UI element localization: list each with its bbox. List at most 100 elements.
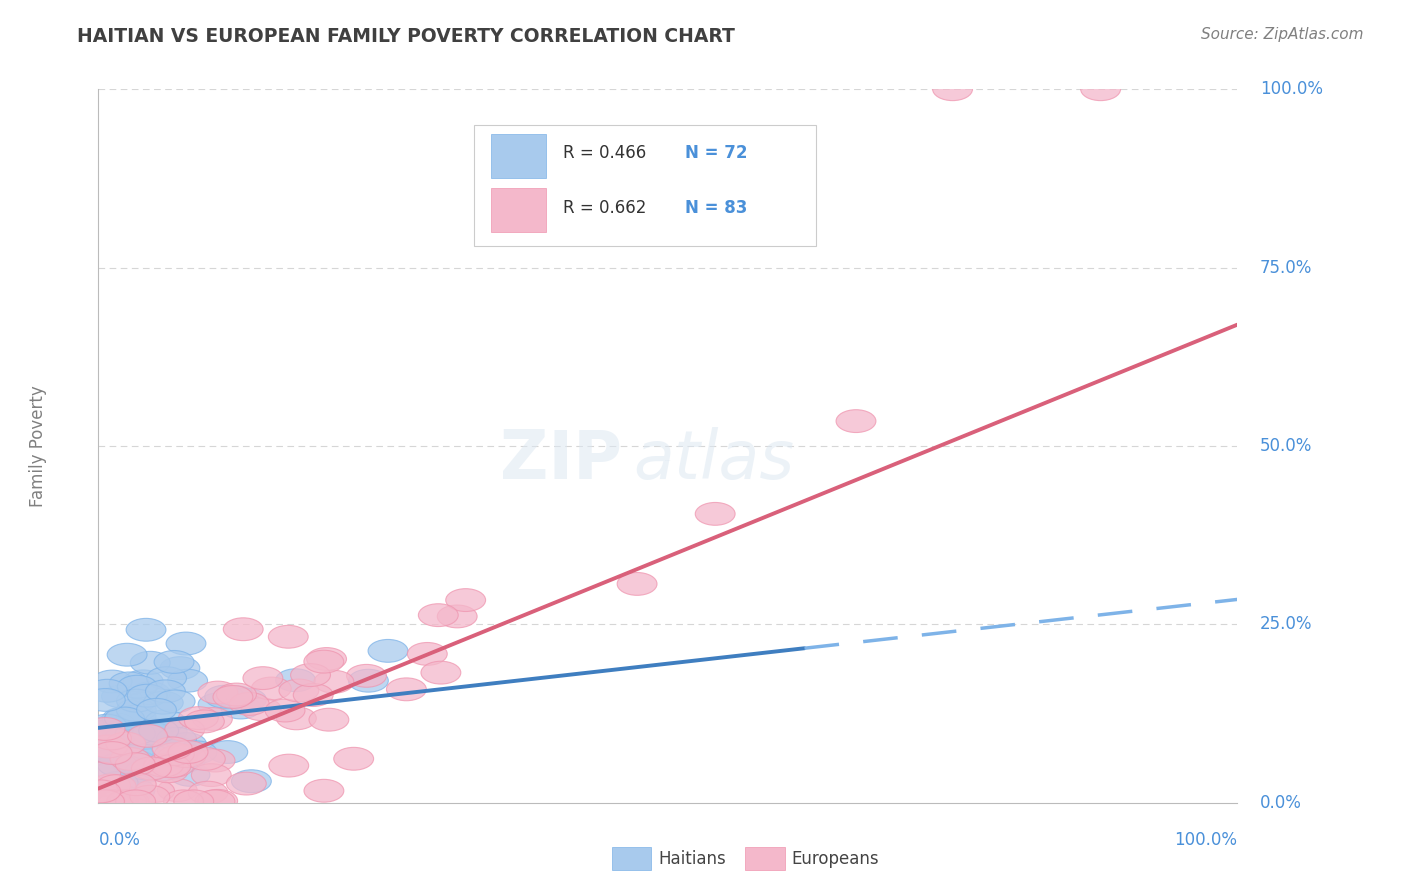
Ellipse shape [90,774,131,797]
Ellipse shape [83,721,122,743]
Ellipse shape [104,727,143,750]
Ellipse shape [186,747,225,771]
Ellipse shape [86,717,125,740]
Text: Family Poverty: Family Poverty [30,385,48,507]
Ellipse shape [103,707,142,731]
Text: HAITIAN VS EUROPEAN FAMILY POVERTY CORRELATION CHART: HAITIAN VS EUROPEAN FAMILY POVERTY CORRE… [77,27,735,45]
Ellipse shape [83,785,122,808]
Text: atlas: atlas [634,427,794,493]
Ellipse shape [179,706,218,730]
Ellipse shape [166,745,205,767]
Ellipse shape [115,790,156,813]
Ellipse shape [278,679,319,702]
Ellipse shape [156,727,197,750]
Ellipse shape [91,727,131,750]
FancyBboxPatch shape [491,134,546,178]
Ellipse shape [166,632,205,655]
Ellipse shape [112,742,153,765]
Ellipse shape [110,747,150,771]
Ellipse shape [166,732,207,756]
Ellipse shape [195,790,235,813]
Ellipse shape [309,708,349,731]
Ellipse shape [157,745,198,768]
Ellipse shape [145,680,186,703]
Ellipse shape [148,720,187,743]
Ellipse shape [217,683,256,706]
Ellipse shape [177,741,217,764]
Ellipse shape [96,713,136,736]
Ellipse shape [167,669,208,692]
Text: N = 83: N = 83 [685,200,748,218]
Ellipse shape [132,757,172,780]
Ellipse shape [291,664,330,687]
Ellipse shape [155,690,195,713]
Ellipse shape [155,650,194,673]
Ellipse shape [117,690,156,712]
Ellipse shape [124,727,163,749]
Ellipse shape [115,753,155,776]
Ellipse shape [163,790,204,813]
Text: 0.0%: 0.0% [98,831,141,849]
Ellipse shape [131,651,170,674]
Ellipse shape [191,764,231,787]
Ellipse shape [80,780,121,803]
Ellipse shape [134,719,173,741]
Ellipse shape [252,677,291,700]
Ellipse shape [90,789,129,811]
Ellipse shape [93,790,134,813]
Ellipse shape [226,772,266,795]
Ellipse shape [195,749,235,772]
Ellipse shape [368,640,408,662]
Ellipse shape [229,692,269,715]
Ellipse shape [145,710,186,732]
Ellipse shape [98,772,138,795]
Ellipse shape [86,728,125,750]
Ellipse shape [174,790,214,813]
Ellipse shape [84,790,124,813]
Ellipse shape [242,698,281,721]
Text: 75.0%: 75.0% [1260,259,1312,277]
Ellipse shape [617,573,657,595]
Ellipse shape [105,707,145,731]
Ellipse shape [193,707,232,731]
Ellipse shape [932,78,973,101]
Ellipse shape [110,672,149,695]
Ellipse shape [93,670,132,693]
Text: R = 0.466: R = 0.466 [562,145,647,162]
Ellipse shape [96,790,136,813]
Ellipse shape [87,714,127,737]
Text: R = 0.662: R = 0.662 [562,200,647,218]
Ellipse shape [157,779,197,802]
Ellipse shape [420,661,461,684]
Ellipse shape [101,685,142,708]
Ellipse shape [142,758,181,781]
Text: Haitians: Haitians [658,850,725,868]
Ellipse shape [188,781,228,804]
Ellipse shape [446,589,485,612]
Ellipse shape [131,681,170,705]
Ellipse shape [128,737,169,760]
Ellipse shape [97,754,138,776]
Ellipse shape [146,666,187,690]
Ellipse shape [135,780,174,803]
Ellipse shape [347,665,387,687]
Ellipse shape [226,689,266,711]
Ellipse shape [93,741,132,764]
Ellipse shape [143,753,183,775]
Ellipse shape [169,740,208,764]
Ellipse shape [86,790,125,813]
Ellipse shape [105,732,146,755]
Text: #E0E8F0: #E0E8F0 [665,459,671,461]
Ellipse shape [304,650,343,673]
FancyBboxPatch shape [474,125,815,246]
Text: 0.0%: 0.0% [1260,794,1302,812]
Ellipse shape [837,409,876,433]
Ellipse shape [148,760,188,782]
Ellipse shape [139,719,179,742]
Ellipse shape [117,698,156,722]
Ellipse shape [127,618,166,641]
Ellipse shape [128,724,167,747]
Ellipse shape [117,675,157,698]
Ellipse shape [89,735,128,758]
Ellipse shape [80,762,121,785]
